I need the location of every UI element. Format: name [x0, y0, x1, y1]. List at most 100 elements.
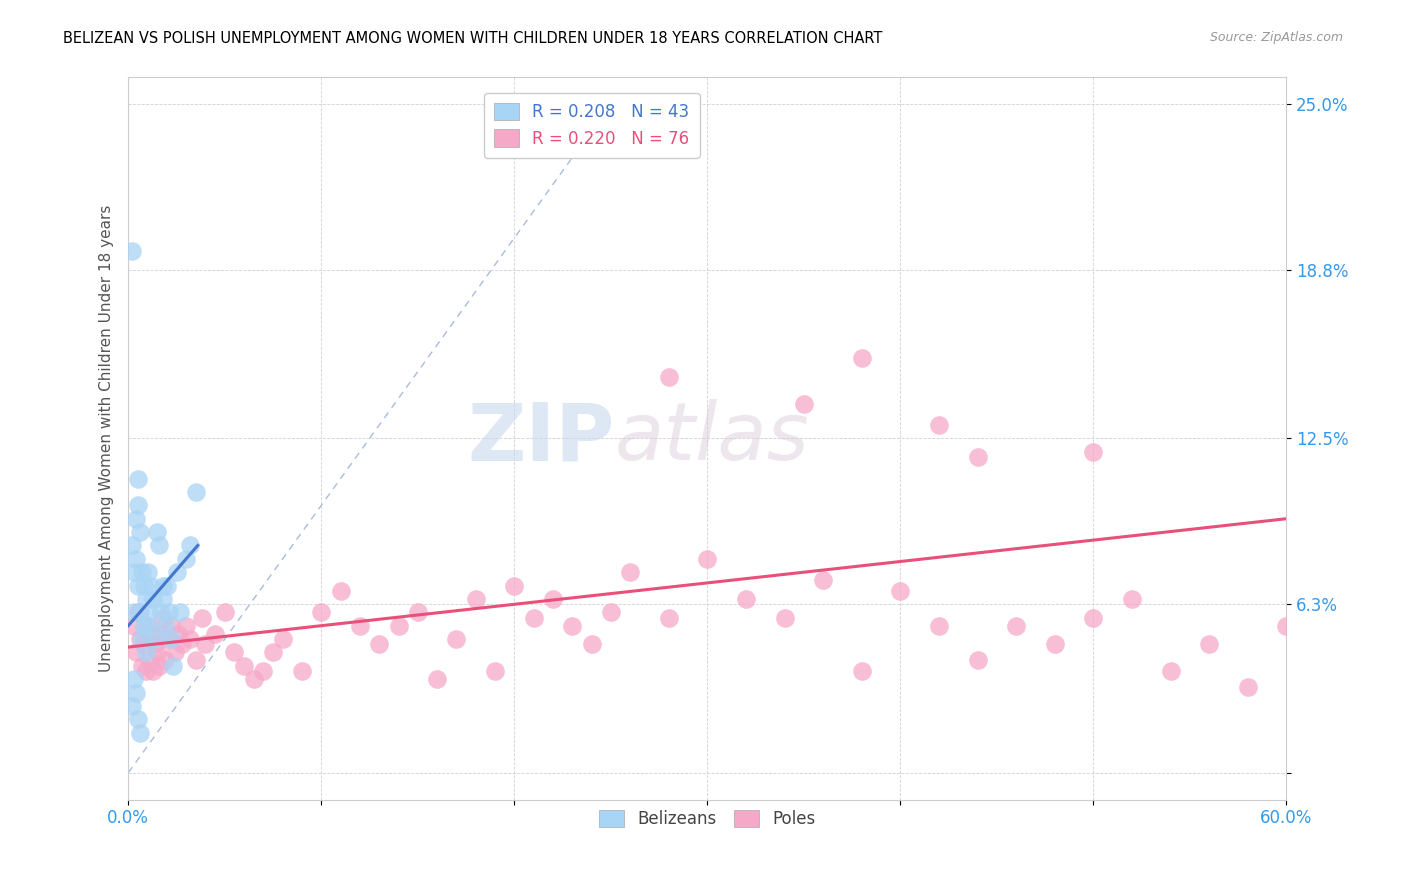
Point: [136, 565, 159, 579]
Point: [128, 632, 150, 646]
Point: [152, 610, 174, 624]
Point: [851, 664, 873, 678]
Point: [214, 605, 236, 619]
Point: [1083, 610, 1105, 624]
Point: [132, 578, 155, 592]
Point: [773, 610, 796, 624]
Point: [127, 499, 149, 513]
Point: [928, 618, 950, 632]
Point: [1083, 445, 1105, 459]
Point: [966, 450, 988, 465]
Point: [1043, 637, 1066, 651]
Point: [426, 672, 449, 686]
Point: [166, 565, 188, 579]
Point: [735, 591, 758, 606]
Point: [131, 565, 153, 579]
Point: [581, 637, 603, 651]
Point: [131, 632, 153, 646]
Point: [179, 632, 201, 646]
Point: [1005, 618, 1028, 632]
Point: [464, 591, 486, 606]
Point: [127, 472, 149, 486]
Point: [349, 618, 371, 632]
Point: [125, 685, 148, 699]
Point: [291, 664, 314, 678]
Point: [329, 583, 352, 598]
Point: [599, 605, 621, 619]
Point: [122, 672, 145, 686]
Point: [242, 672, 264, 686]
Point: [127, 712, 149, 726]
Point: [1121, 591, 1143, 606]
Point: [132, 618, 155, 632]
Point: [406, 605, 429, 619]
Point: [224, 645, 246, 659]
Point: [143, 637, 166, 651]
Point: [121, 244, 143, 259]
Point: [503, 578, 526, 592]
Point: [851, 351, 873, 366]
Point: [122, 618, 145, 632]
Point: [156, 578, 179, 592]
Point: [262, 645, 284, 659]
Point: [146, 525, 169, 540]
Point: [121, 698, 143, 713]
Point: [484, 664, 506, 678]
Point: [142, 591, 165, 606]
Legend: Belizeans, Poles: Belizeans, Poles: [593, 803, 823, 835]
Point: [271, 632, 294, 646]
Point: [122, 605, 145, 619]
Point: [156, 632, 179, 646]
Point: [889, 583, 911, 598]
Point: [127, 578, 149, 592]
Point: [122, 565, 145, 579]
Point: [159, 632, 181, 646]
Point: [184, 485, 207, 500]
Point: [793, 397, 815, 411]
Text: Source: ZipAtlas.com: Source: ZipAtlas.com: [1209, 31, 1343, 45]
Point: [132, 637, 155, 651]
Point: [523, 610, 546, 624]
Point: [157, 605, 180, 619]
Point: [387, 618, 409, 632]
Point: [121, 538, 143, 552]
Point: [1275, 618, 1298, 632]
Point: [1237, 680, 1260, 694]
Point: [135, 645, 157, 659]
Point: [148, 538, 170, 552]
Point: [141, 626, 163, 640]
Point: [184, 653, 207, 667]
Point: [658, 610, 681, 624]
Point: [128, 725, 150, 739]
Point: [159, 618, 181, 632]
Point: [541, 591, 564, 606]
Point: [162, 658, 184, 673]
Point: [172, 637, 194, 651]
Point: [131, 658, 153, 673]
Point: [143, 632, 166, 646]
Point: [128, 605, 150, 619]
Point: [1198, 637, 1220, 651]
Point: [153, 618, 176, 632]
Point: [446, 632, 468, 646]
Y-axis label: Unemployment Among Women with Children Under 18 years: Unemployment Among Women with Children U…: [100, 205, 114, 673]
Point: [150, 626, 173, 640]
Point: [169, 605, 191, 619]
Point: [174, 551, 197, 566]
Point: [163, 645, 186, 659]
Point: [311, 605, 333, 619]
Point: [561, 618, 583, 632]
Point: [150, 605, 173, 619]
Point: [966, 653, 988, 667]
Point: [142, 664, 165, 678]
Point: [146, 645, 169, 659]
Point: [136, 618, 159, 632]
Point: [125, 512, 148, 526]
Point: [252, 664, 274, 678]
Point: [658, 370, 681, 384]
Point: [233, 658, 256, 673]
Point: [167, 626, 190, 640]
Point: [127, 605, 149, 619]
Point: [135, 664, 157, 678]
Point: [811, 573, 834, 587]
